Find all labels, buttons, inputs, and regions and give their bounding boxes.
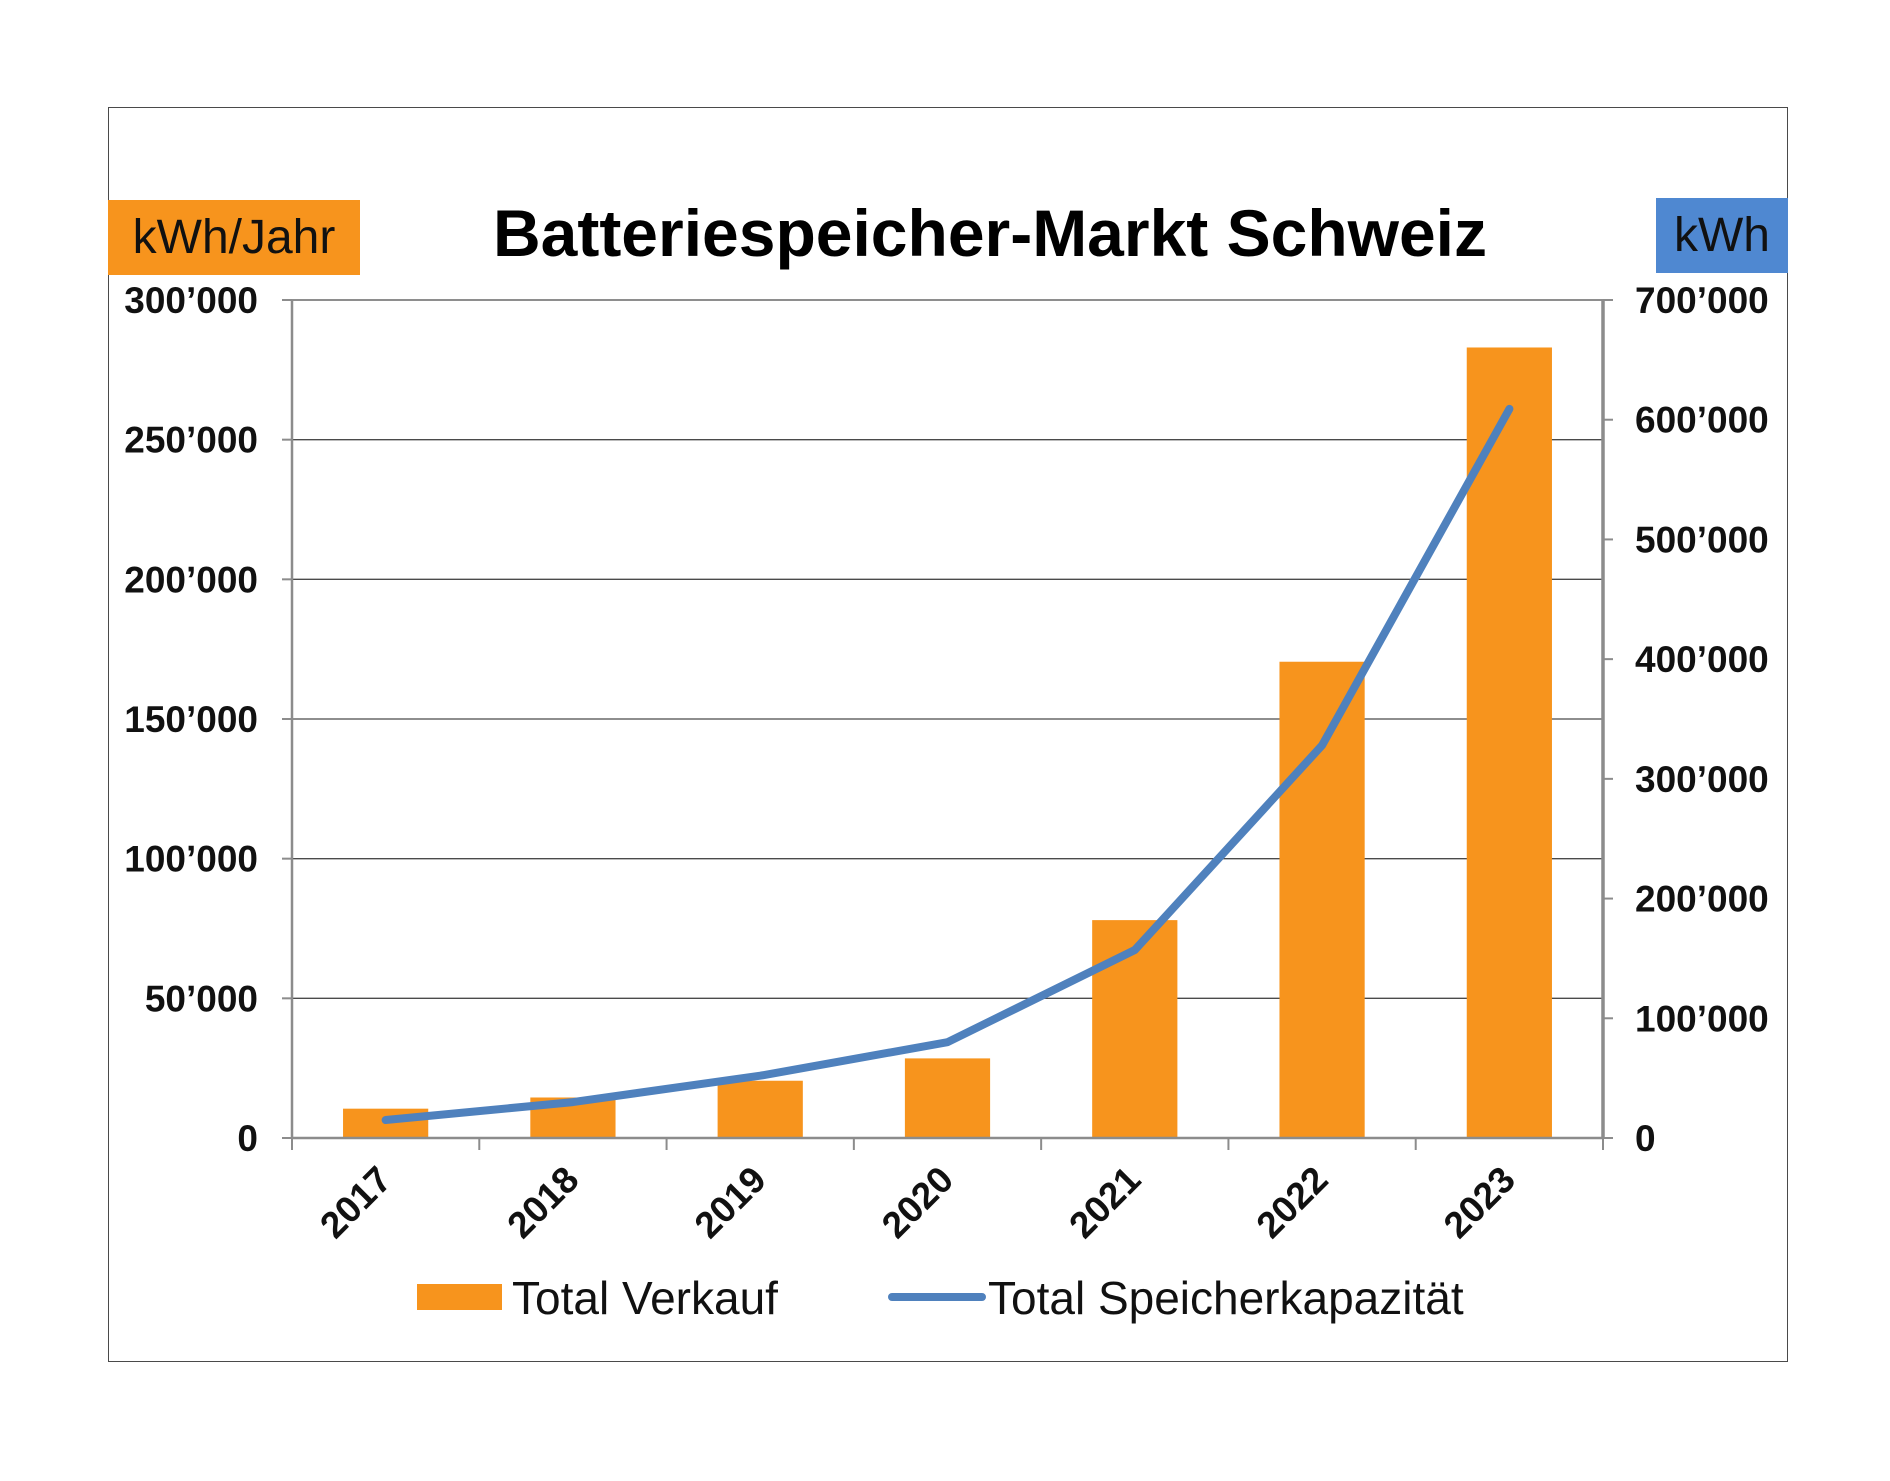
gridlines [292,299,1603,999]
left-axis-tick-label: 150’000 [124,699,258,740]
right-axis-tick-label: 400’000 [1635,639,1769,680]
legend: Total Verkauf Total Speicherkapazität [417,1272,1464,1324]
line-series [381,404,1514,1124]
line-point-2018 [572,1101,574,1103]
axes [282,299,1613,1150]
left-axis-tick-label: 300’000 [124,280,258,321]
bar-series [343,347,1552,1138]
right-axis-tick-label: 600’000 [1635,400,1769,441]
line-point-2022 [1321,744,1323,746]
line-point-2017 [385,1119,387,1121]
x-axis-tick-label: 2023 [1436,1159,1523,1246]
left-axis-unit-label: kWh/Jahr [108,200,360,275]
bar-2022 [1279,661,1365,1138]
legend-label-total-verkauf: Total Verkauf [512,1272,778,1324]
legend-swatch-total-verkauf [417,1284,502,1310]
left-axis-tick-label: 50’000 [145,978,258,1019]
line-point-2023 [1508,408,1510,410]
bar-2020 [904,1058,991,1138]
x-axis-tick-label: 2018 [499,1159,586,1246]
left-axis-tick-label: 0 [237,1118,258,1159]
bar-2019 [717,1080,803,1138]
right-axis-unit-label: kWh [1656,198,1788,273]
line-point-2019 [759,1075,761,1077]
x-axis-tick-label: 2021 [1061,1159,1148,1246]
left-axis-tick-label: 250’000 [124,420,258,461]
left-axis-tick-label: 100’000 [124,839,258,880]
line-point-2020 [947,1041,948,1043]
right-axis-tick-label: 300’000 [1635,759,1769,800]
chart-title: Batteriespeicher-Markt Schweiz [492,196,1488,270]
right-axis-tick-label: 0 [1635,1118,1656,1159]
x-axis-tick-label: 2017 [312,1159,399,1246]
right-axis-tick-label: 200’000 [1635,879,1769,920]
right-axis-tick-label: 500’000 [1635,519,1769,560]
x-axis-tick-label: 2020 [874,1159,961,1246]
bar-2023 [1466,347,1552,1138]
right-axis-tick-label: 700’000 [1635,280,1769,321]
legend-label-total-speicherkapazitaet: Total Speicherkapazität [988,1272,1464,1324]
line-point-2021 [1134,949,1136,951]
right-axis-tick-label: 100’000 [1635,998,1769,1039]
left-axis-tick-label: 200’000 [124,559,258,600]
x-axis-tick-label: 2022 [1249,1159,1336,1246]
x-axis-tick-label: 2019 [687,1159,774,1246]
bar-2021 [1092,920,1178,1138]
